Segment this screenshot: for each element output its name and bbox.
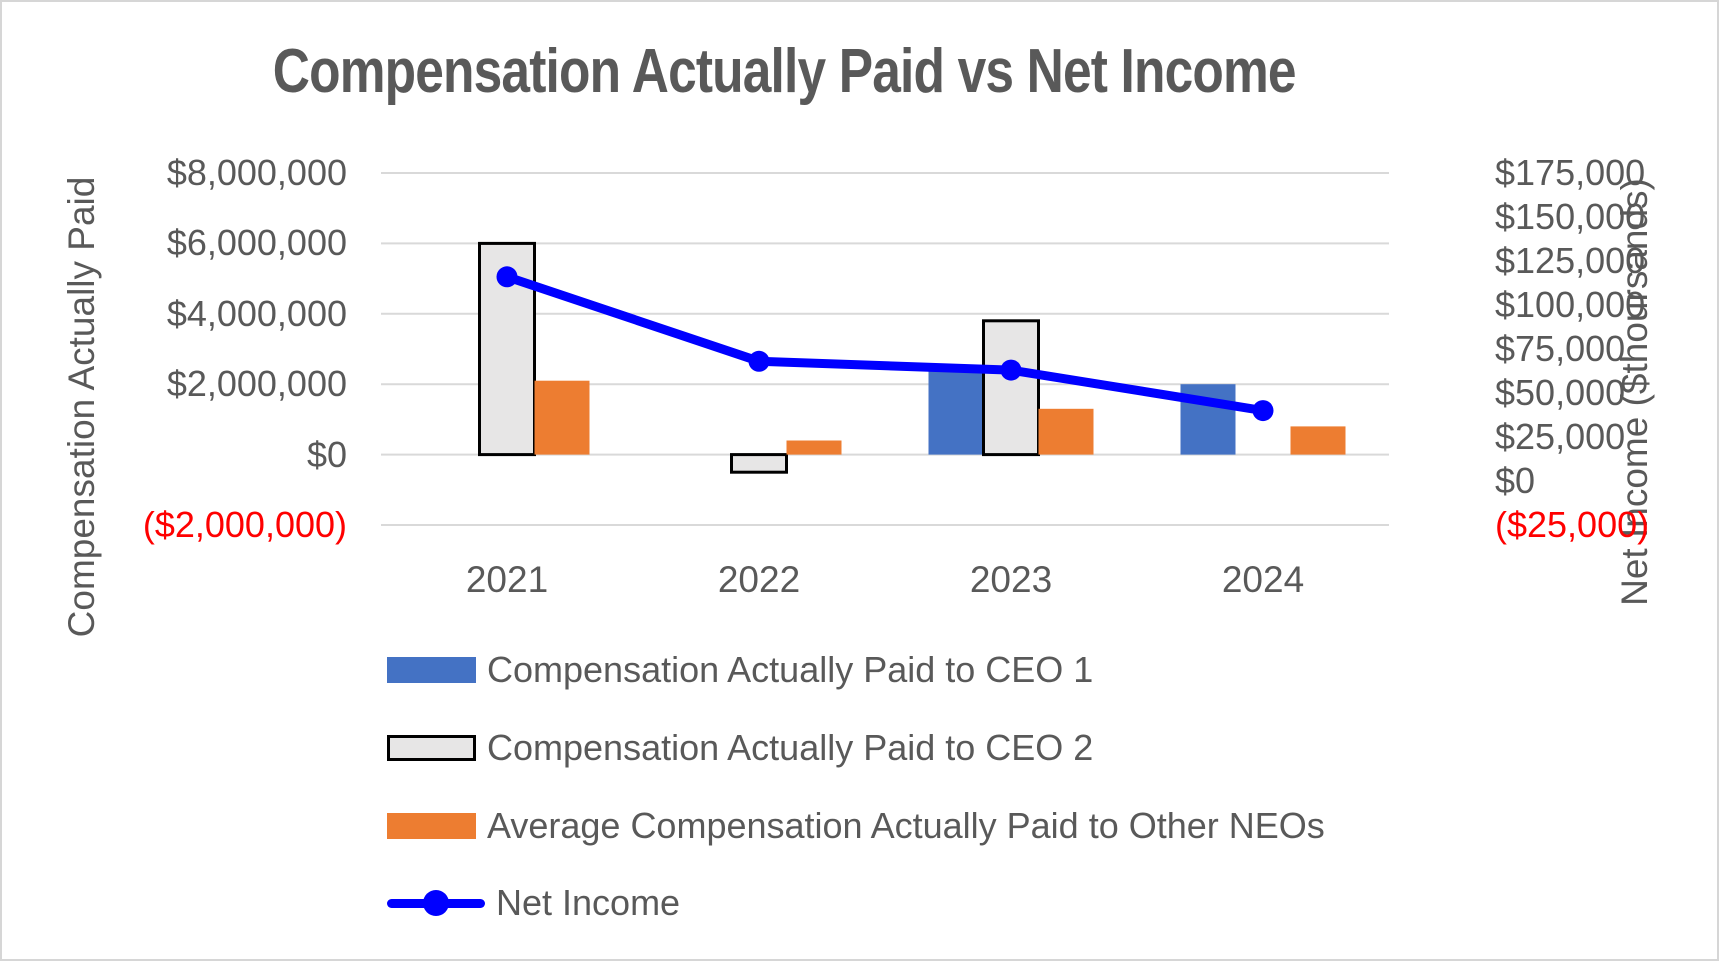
- legend-item-net-income: Net Income: [387, 882, 681, 923]
- right-axis-tick-label: $25,000: [1495, 416, 1626, 457]
- legend-swatch-ceo2: [387, 735, 476, 761]
- x-axis-label-2022: 2022: [717, 559, 801, 600]
- net-income-line: [502, 272, 1268, 416]
- net-income-marker-2022: [748, 350, 770, 372]
- legend-label-ceo2: Compensation Actually Paid to CEO 2: [487, 727, 1094, 768]
- bar-other-neos-2022: [786, 440, 842, 455]
- right-axis-tick-label: $125,000: [1495, 240, 1646, 281]
- right-axis-tick-label: $75,000: [1495, 328, 1626, 369]
- legend-swatch-ceo1: [387, 657, 476, 683]
- bar-other-neos-2024: [1290, 426, 1346, 455]
- left-axis-tick-label: ($2,000,000): [142, 504, 347, 545]
- bar-other-neos-2023: [1038, 408, 1094, 455]
- net-income-marker-2023: [1000, 359, 1022, 381]
- net-income-marker-2021: [496, 266, 518, 288]
- bar-ceo2-2022: [730, 453, 788, 474]
- right-axis-tick-label: $100,000: [1495, 284, 1646, 325]
- left-axis-tick-label: $4,000,000: [166, 293, 347, 334]
- left-axis-tick-label: $6,000,000: [166, 222, 347, 263]
- x-axis-label-2023: 2023: [969, 559, 1053, 600]
- bar-ceo2-2023: [982, 319, 1040, 457]
- right-axis-tick-label: $50,000: [1495, 372, 1626, 413]
- left-axis-tick-label: $0: [306, 434, 347, 475]
- legend-label-ceo1: Compensation Actually Paid to CEO 1: [487, 649, 1094, 690]
- net-income-marker-2024: [1252, 400, 1274, 422]
- legend-item-other-neos: Average Compensation Actually Paid to Ot…: [387, 805, 1325, 846]
- legend-line-marker-icon: [387, 889, 485, 917]
- left-axis-tick-label: $2,000,000: [166, 363, 347, 404]
- left-axis-tick-label: $8,000,000: [166, 152, 347, 193]
- bar-other-neos-2021: [534, 380, 590, 455]
- chart-title: Compensation Actually Paid vs Net Income: [273, 37, 1297, 106]
- bar-ceo1-2023: [928, 370, 984, 455]
- legend-item-ceo1: Compensation Actually Paid to CEO 1: [387, 649, 1094, 690]
- right-axis-tick-label: ($25,000): [1495, 504, 1650, 545]
- x-axis-label-2024: 2024: [1221, 559, 1305, 600]
- chart-title-wrap: Compensation Actually Paid vs Net Income: [2, 36, 1567, 107]
- legend-label-net-income: Net Income: [496, 882, 681, 923]
- legend-label-other-neos: Average Compensation Actually Paid to Ot…: [487, 805, 1325, 846]
- x-axis-label-2021: 2021: [465, 559, 549, 600]
- right-axis-tick-label: $150,000: [1495, 196, 1646, 237]
- legend-item-ceo2: Compensation Actually Paid to CEO 2: [387, 727, 1094, 768]
- right-axis-tick-label: $0: [1495, 460, 1536, 501]
- legend-swatch-other-neos: [387, 813, 476, 839]
- right-axis-tick-label: $175,000: [1495, 152, 1646, 193]
